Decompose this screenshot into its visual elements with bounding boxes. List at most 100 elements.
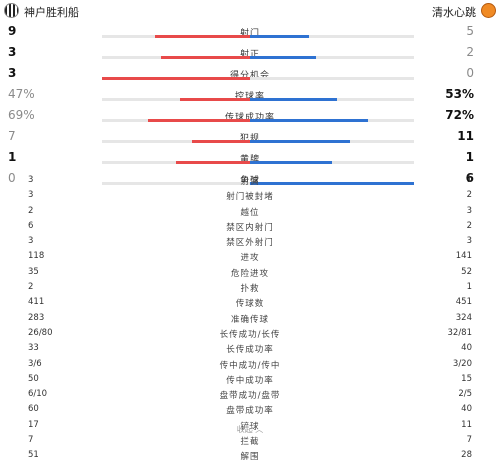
home-bar-track [102,140,250,143]
away-bar-fill [250,182,414,185]
away-bar-fill [250,161,332,164]
home-value: 3/6 [28,358,42,369]
bar-stat-row: 0 角球 6 [0,169,500,190]
collapse-button[interactable]: 收起 ︿ [236,425,264,434]
away-value: 2/5 [458,389,472,400]
bar-stat-row: 3 得分机会 0 [0,64,500,85]
home-value: 6/10 [28,389,48,400]
away-value: 11 [457,129,474,143]
away-value: 451 [455,297,472,308]
home-bar-fill [161,56,250,59]
away-value: 5 [466,24,474,38]
stat-label: 越位 [240,207,260,218]
home-value: 3 [28,190,34,201]
stat-label: 长传成功/长传 [219,329,281,340]
home-bar-fill [176,161,250,164]
away-value: 40 [461,404,472,415]
away-value: 32/81 [447,327,473,338]
home-value: 3 [8,45,17,59]
stat-label: 解围 [240,452,260,463]
home-bar-fill [155,35,250,38]
away-value: 2 [466,45,474,59]
home-value: 7 [8,129,16,143]
home-value: 118 [28,251,45,262]
detail-stat-row: 2 扑救 1 [0,280,500,295]
away-value: 2 [466,190,472,201]
detail-stat-row: 33 长传成功率 40 [0,341,500,356]
bar-stat-row: 3 射正 2 [0,43,500,64]
stat-label: 犯规 [239,134,260,144]
bar-stat-row: 7 犯规 11 [0,127,500,148]
bar-stat-row: 1 黄牌 1 [0,148,500,169]
away-value: 2 [466,220,472,231]
away-value: 72% [445,108,474,122]
home-value: 283 [28,312,45,323]
away-bar-track [250,35,414,38]
detail-stat-row: 51 解围 28 [0,448,500,463]
stat-label: 射门 [239,29,260,39]
home-value: 35 [28,266,39,277]
away-value: 1 [466,282,472,293]
detail-stat-row: 17 铲球 11 [0,418,500,433]
stat-label: 禁区外射门 [226,238,274,249]
detail-stat-row: 6/10 盘带成功/盘带 2/5 [0,387,500,402]
home-value: 60 [28,404,39,415]
home-value: 17 [28,419,39,430]
away-value: 40 [461,343,472,354]
away-value: 141 [455,251,472,262]
away-value: 6 [465,171,474,185]
stat-label: 射偏 [240,177,260,187]
home-value: 26/80 [28,327,53,338]
home-value: 33 [28,343,39,354]
away-bar-fill [250,56,316,59]
home-bar-fill [180,98,250,101]
home-value: 3 [28,236,34,247]
stat-label: 传中成功/传中 [219,360,281,371]
detail-stat-row: 3 射偏 1 [0,173,500,188]
detail-stat-row: 60 盘带成功率 40 [0,402,500,417]
home-bar-fill [102,77,250,80]
away-value: 1 [466,175,472,185]
away-bar-fill [250,35,309,38]
away-value: 324 [455,312,472,323]
away-value: 3 [466,205,472,216]
away-value: 11 [461,419,472,430]
bar-stat-row: 47% 控球率 53% [0,85,500,106]
stat-label: 射正 [239,50,260,60]
detail-stats-list: 3 射偏 1 3 射门被封堵 2 2 越位 3 6 禁区内射门 2 3 禁区外射门 3 118 进攻 141 35 危… [0,173,500,464]
bar-stat-row: 69% 传球成功率 72% [0,106,500,127]
home-value: 47% [8,87,35,101]
detail-stat-row: 3/6 传中成功/传中 3/20 [0,357,500,372]
stat-label: 角球 [239,176,260,186]
away-value: 7 [466,435,472,446]
away-bar-track [250,161,414,164]
away-value: 52 [461,266,472,277]
home-value: 0 [8,171,16,185]
home-value: 1 [8,150,17,164]
away-bar-track [250,56,414,59]
home-value: 3 [28,175,34,185]
detail-stat-row: 7 拦截 7 [0,433,500,448]
stat-label: 得分机会 [229,71,270,81]
stat-label: 铲球 [240,421,260,432]
detail-stat-row: 35 危险进攻 52 [0,265,500,280]
away-value: 28 [461,450,472,461]
home-value: 69% [8,108,35,122]
stat-label: 射门被封堵 [226,192,274,203]
stat-label: 盘带成功/盘带 [219,391,281,402]
stat-label: 黄牌 [239,155,260,165]
home-value: 411 [28,297,45,308]
stat-label: 传球成功率 [224,113,275,123]
stat-label: 危险进攻 [230,268,269,279]
detail-stat-row: 50 传中成功率 15 [0,372,500,387]
home-bar-fill [192,140,250,143]
home-value: 2 [28,282,34,293]
away-team-logo-icon [481,3,496,18]
stat-label: 盘带成功率 [226,406,274,417]
match-stats-panel: 神户胜利船 清水心跳 9 射门 5 3 射正 2 3 得分机会 0 47% 控球率 53% 69% 传球成… [0,3,500,462]
bar-stat-row: 9 射门 5 [0,22,500,43]
stat-label: 进攻 [240,253,260,264]
stat-label: 扑救 [240,284,260,295]
detail-stat-row: 118 进攻 141 [0,249,500,264]
home-team-logo-icon [4,3,19,18]
